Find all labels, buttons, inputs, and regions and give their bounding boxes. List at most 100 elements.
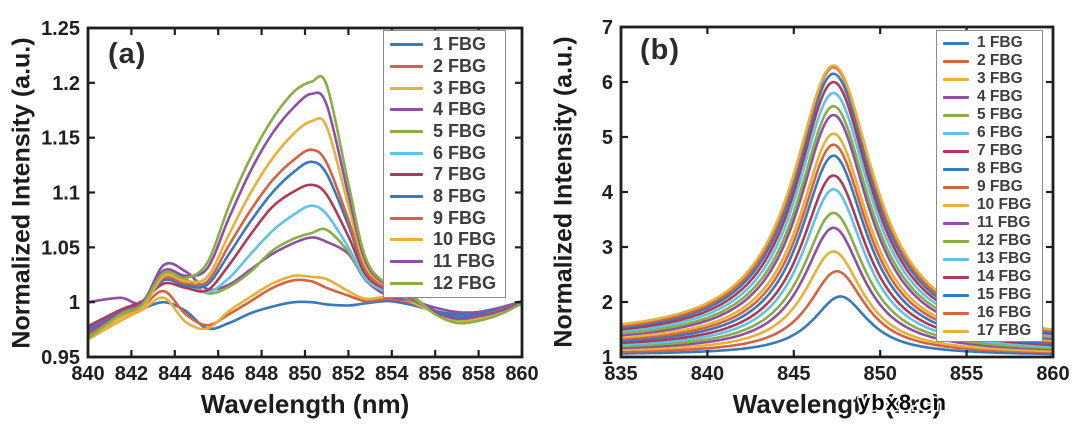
- x-tick-label: 856: [419, 363, 452, 385]
- legend-item-14-fbg: 14 FBG: [943, 268, 1036, 286]
- legend-line-sample: [943, 293, 969, 297]
- legend-item-8-fbg: 8 FBG: [943, 160, 1036, 178]
- legend-label: 7 FBG: [433, 164, 487, 185]
- legend-label: 1 FBG: [433, 34, 487, 55]
- legend-line-sample: [390, 281, 423, 285]
- legend-line-sample: [390, 129, 423, 133]
- x-tick-label: 850: [288, 363, 321, 385]
- legend-line-sample: [390, 151, 423, 155]
- legend-label: 6 FBG: [977, 124, 1023, 141]
- legend-line-sample: [943, 275, 969, 279]
- y-tick-label: 1: [602, 347, 613, 369]
- y-tick-label: 1: [69, 292, 80, 314]
- legend-line-sample: [943, 77, 969, 81]
- legend-item-10-fbg: 10 FBG: [943, 196, 1036, 214]
- legend-line-sample: [943, 149, 969, 153]
- legend-label: 5 FBG: [977, 106, 1023, 123]
- legend-label: 3 FBG: [977, 70, 1023, 87]
- y-axis-label-b: Normalized Intensity (a.u.): [549, 36, 578, 348]
- legend-line-sample: [943, 95, 969, 99]
- legend-item-7-fbg: 7 FBG: [390, 164, 499, 185]
- legend-item-3-fbg: 3 FBG: [943, 70, 1036, 88]
- y-tick-label: 1.15: [41, 128, 80, 150]
- legend-label: 12 FBG: [977, 232, 1032, 249]
- axes-box: [86, 26, 524, 359]
- legend-item-11-fbg: 11 FBG: [390, 251, 499, 272]
- y-tick-label: 2: [602, 292, 613, 314]
- panel-letter-b: (b): [640, 34, 681, 66]
- legend-label: 11 FBG: [977, 214, 1031, 231]
- legend-a: 1 FBG 2 FBG 3 FBG 4 FBG 5 FBG 6 FBG 7 FBG 8 FBG…: [383, 30, 506, 298]
- legend-label: 9 FBG: [977, 178, 1023, 195]
- legend-line-sample: [943, 131, 969, 135]
- x-tick-label: 842: [115, 363, 148, 385]
- legend-item-7-fbg: 7 FBG: [943, 142, 1036, 160]
- legend-line-sample: [390, 173, 423, 177]
- legend-line-sample: [943, 311, 969, 315]
- legend-line-sample: [390, 108, 423, 112]
- x-tick-label: 840: [691, 363, 724, 385]
- legend-item-4-fbg: 4 FBG: [390, 99, 499, 120]
- legend-item-6-fbg: 6 FBG: [390, 143, 499, 164]
- legend-item-5-fbg: 5 FBG: [943, 106, 1036, 124]
- legend-item-9-fbg: 9 FBG: [943, 178, 1036, 196]
- series-curve-4-fbg: [88, 236, 522, 314]
- legend-item-15-fbg: 15 FBG: [943, 286, 1036, 304]
- legend-line-sample: [943, 59, 969, 63]
- legend-line-sample: [943, 239, 969, 243]
- series-curve-1-fbg: [621, 295, 1053, 356]
- legend-label: 7 FBG: [977, 142, 1023, 159]
- legend-label: 1 FBG: [977, 34, 1023, 51]
- series-curve-2-fbg: [621, 269, 1053, 354]
- legend-label: 9 FBG: [433, 207, 487, 228]
- legend-label: 4 FBG: [433, 99, 487, 120]
- legend-item-6-fbg: 6 FBG: [943, 124, 1036, 142]
- legend-label: 4 FBG: [977, 88, 1023, 105]
- legend-line-sample: [943, 167, 969, 171]
- legend-label: 13 FBG: [977, 250, 1032, 267]
- y-axis-label-a: Normalized Intensity (a.u.): [7, 37, 36, 349]
- panel-b: 835 840 845 850 855 860 1 2 3 4 5 6 7 (b) Normalized…: [540, 0, 1080, 435]
- x-axis-label-a: Wavelength (nm): [200, 389, 410, 419]
- legend-label: 5 FBG: [433, 120, 487, 141]
- y-tick-label: 6: [602, 72, 613, 94]
- legend-item-12-fbg: 12 FBG: [390, 273, 499, 294]
- series-group: [88, 74, 522, 341]
- legend-line-sample: [943, 257, 969, 261]
- y-tick-label: 4: [602, 182, 614, 204]
- legend-label: 16 FBG: [977, 304, 1032, 321]
- x-tick-label: 854: [375, 363, 409, 385]
- legend-label: 8 FBG: [977, 160, 1023, 177]
- x-tick-label: 860: [1036, 363, 1069, 385]
- x-tick-label: 846: [202, 363, 235, 385]
- legend-item-4-fbg: 4 FBG: [943, 88, 1036, 106]
- x-tick-label: 855: [950, 363, 983, 385]
- legend-item-17-fbg: 17 FBG: [943, 322, 1036, 340]
- legend-line-sample: [390, 64, 423, 68]
- x-tick-label: 845: [777, 363, 810, 385]
- watermark-text: ybx8.cn: [858, 390, 947, 415]
- legend-item-5-fbg: 5 FBG: [390, 121, 499, 142]
- legend-label: 8 FBG: [433, 185, 487, 206]
- legend-item-3-fbg: 3 FBG: [390, 78, 499, 99]
- legend-label: 3 FBG: [433, 77, 487, 98]
- legend-b: 1 FBG 2 FBG 3 FBG 4 FBG 5 FBG 6 FBG 7 FBG 8 FBG…: [936, 30, 1043, 342]
- legend-line-sample: [390, 194, 423, 198]
- legend-line-sample: [390, 43, 423, 47]
- legend-line-sample: [943, 221, 969, 225]
- x-tick-label: 858: [462, 363, 495, 385]
- y-tick-label: 7: [602, 17, 613, 39]
- legend-label: 2 FBG: [433, 55, 487, 76]
- legend-item-16-fbg: 16 FBG: [943, 304, 1036, 322]
- legend-line-sample: [390, 259, 423, 263]
- legend-item-9-fbg: 9 FBG: [390, 208, 499, 229]
- x-tick-label: 848: [245, 363, 278, 385]
- panel-a: 840 842 844 846 848 850 852 854 856 858 860 0.95 1 1.…: [7, 18, 539, 419]
- x-tick-label: 844: [158, 363, 192, 385]
- y-tick-label: 1.05: [41, 237, 80, 259]
- legend-line-sample: [943, 113, 969, 117]
- legend-label: 12 FBG: [433, 272, 497, 293]
- series-curve-12-fbg: [88, 74, 522, 340]
- legend-line-sample: [943, 185, 969, 189]
